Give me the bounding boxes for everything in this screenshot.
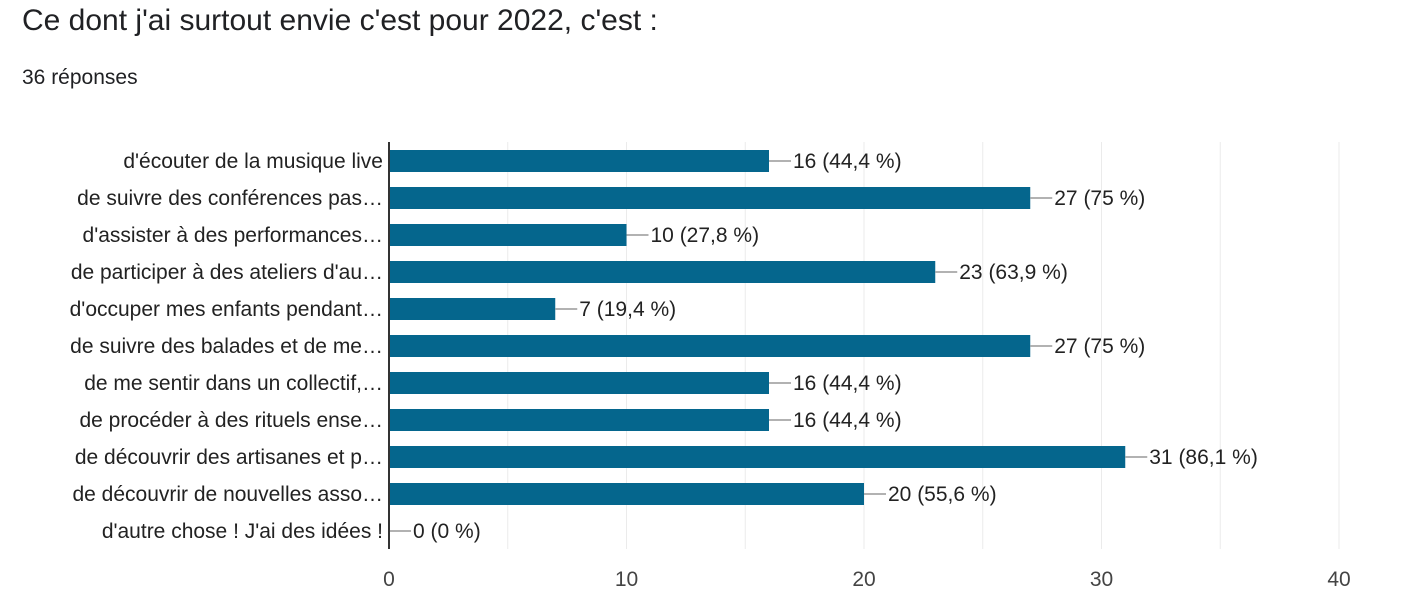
bar — [389, 298, 556, 320]
x-tick-label: 0 — [383, 568, 395, 591]
x-axis-ticks: 0 10 20 30 40 — [383, 568, 1351, 591]
category-label: d'occuper mes enfants pendant… — [70, 298, 383, 321]
value-labels: 16 (44,4 %) 27 (75 %) 10 (27,8 %) 23 (63,9 … — [413, 150, 1258, 543]
value-label: 27 (75 %) — [1054, 335, 1145, 358]
bar — [389, 483, 864, 505]
category-label: de découvrir de nouvelles asso… — [72, 483, 383, 506]
value-label: 31 (86,1 %) — [1149, 446, 1258, 469]
x-tick-label: 20 — [852, 568, 875, 591]
bar — [389, 409, 769, 431]
value-label: 10 (27,8 %) — [651, 224, 760, 247]
x-tick-label: 40 — [1327, 568, 1350, 591]
bar — [389, 446, 1126, 468]
value-label: 27 (75 %) — [1054, 187, 1145, 210]
category-label: de découvrir des artisanes et p… — [75, 446, 383, 469]
value-label: 7 (19,4 %) — [579, 298, 676, 321]
x-tick-label: 10 — [615, 568, 638, 591]
value-label: 16 (44,4 %) — [793, 372, 902, 395]
category-label: d'écouter de la musique live — [123, 150, 383, 173]
category-label: d'autre chose ! J'ai des idées ! — [102, 520, 383, 543]
bar — [389, 187, 1031, 209]
bar — [389, 224, 627, 246]
value-label: 0 (0 %) — [413, 520, 481, 543]
response-count: 36 réponses — [22, 66, 138, 89]
value-label: 16 (44,4 %) — [793, 409, 902, 432]
bar — [389, 335, 1031, 357]
category-label: de suivre des conférences pas… — [77, 187, 383, 210]
value-label: 23 (63,9 %) — [959, 261, 1068, 284]
x-tick-label: 30 — [1090, 568, 1113, 591]
bar — [389, 372, 769, 394]
bar — [389, 261, 936, 283]
value-label: 16 (44,4 %) — [793, 150, 902, 173]
category-label: de procéder à des rituels ense… — [79, 409, 383, 432]
value-leader-lines — [389, 160, 1148, 532]
bar — [389, 150, 769, 172]
category-label: d'assister à des performances… — [83, 224, 383, 247]
category-label: de me sentir dans un collectif,… — [84, 372, 383, 395]
question-title: Ce dont j'ai surtout envie c'est pour 20… — [22, 4, 658, 37]
bars — [389, 150, 1126, 505]
value-label: 20 (55,6 %) — [888, 483, 997, 506]
category-label: de suivre des balades et de me… — [70, 335, 383, 358]
category-label: de participer à des ateliers d'au… — [71, 261, 383, 284]
category-labels: d'écouter de la musique live de suivre de… — [70, 150, 383, 543]
